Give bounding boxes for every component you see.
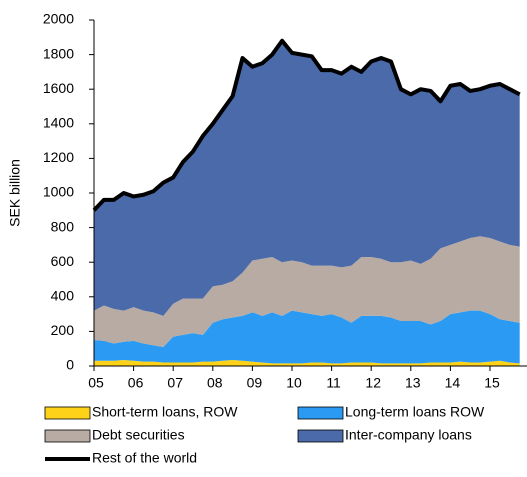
area	[94, 359, 520, 366]
y-tick-label: 1200	[43, 149, 74, 165]
y-tick-label: 600	[51, 253, 75, 269]
legend-label: Debt securities	[92, 427, 185, 443]
legend-label: Long-term loans ROW	[345, 404, 485, 420]
y-tick-label: 2000	[43, 11, 74, 27]
x-tick-label: 07	[167, 375, 183, 391]
legend-swatch	[44, 406, 91, 420]
x-tick-label: 10	[286, 375, 302, 391]
legend-swatch	[297, 429, 344, 443]
x-tick-label: 12	[365, 375, 381, 391]
y-tick-label: 800	[51, 218, 75, 234]
legend-label: Short-term loans, ROW	[92, 404, 238, 420]
y-tick-label: 200	[51, 322, 75, 338]
x-tick-label: 05	[88, 375, 104, 391]
x-tick-label: 06	[128, 375, 144, 391]
legend-swatch	[44, 429, 91, 443]
y-tick-label: 1000	[43, 184, 74, 200]
area	[94, 236, 520, 347]
x-tick-label: 13	[405, 375, 421, 391]
y-tick-label: 1600	[43, 80, 74, 96]
y-tick-label: 0	[66, 357, 74, 373]
x-tick-label: 14	[445, 375, 461, 391]
legend-label: Inter-company loans	[345, 427, 472, 443]
y-tick-label: 1800	[43, 45, 74, 61]
x-tick-label: 15	[484, 375, 500, 391]
x-tick-label: 09	[247, 375, 263, 391]
area	[94, 40, 520, 316]
x-tick-label: 11	[326, 375, 341, 391]
area	[94, 310, 520, 364]
legend-label: Rest of the world	[92, 450, 197, 466]
x-tick-label: 08	[207, 375, 223, 391]
legend-swatch	[297, 406, 344, 420]
y-tick-label: 400	[51, 288, 75, 304]
y-axis-label: SEK billion	[7, 159, 23, 227]
y-tick-label: 1400	[43, 115, 74, 131]
line	[92, 38, 521, 212]
